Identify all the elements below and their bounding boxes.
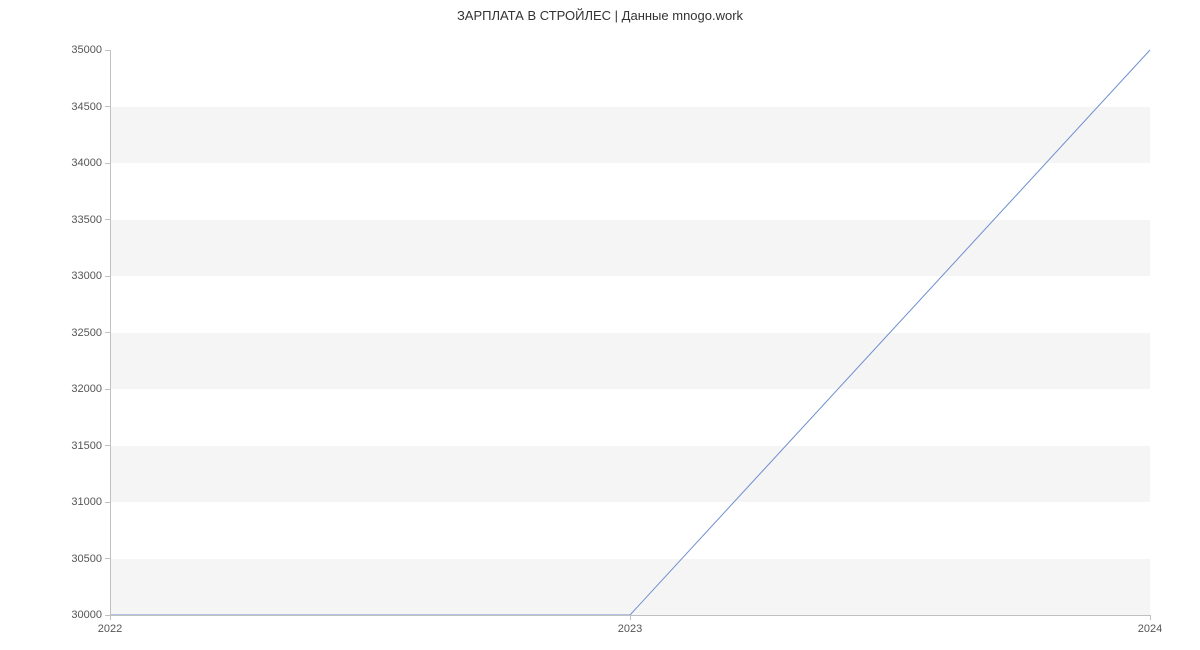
x-tick-label: 2023 — [618, 623, 642, 635]
y-tick-label: 30500 — [71, 553, 102, 565]
y-tick-mark — [105, 389, 110, 390]
y-tick-mark — [105, 106, 110, 107]
y-tick-label: 32500 — [71, 327, 102, 339]
y-tick-label: 31000 — [71, 496, 102, 508]
y-tick-label: 33000 — [71, 270, 102, 282]
y-tick-label: 35000 — [71, 44, 102, 56]
x-tick-mark — [630, 615, 631, 620]
y-tick-label: 34000 — [71, 157, 102, 169]
line-layer — [110, 50, 1150, 615]
y-tick-label: 30000 — [71, 609, 102, 621]
chart-title: ЗАРПЛАТА В СТРОЙЛЕС | Данные mnogo.work — [0, 8, 1200, 23]
x-tick-label: 2024 — [1138, 623, 1162, 635]
y-tick-mark — [105, 163, 110, 164]
series-line-salary — [110, 50, 1150, 615]
plot-area: 3000030500310003150032000325003300033500… — [110, 50, 1150, 615]
x-tick-label: 2022 — [98, 623, 122, 635]
y-tick-mark — [105, 558, 110, 559]
y-tick-mark — [105, 276, 110, 277]
y-tick-label: 32000 — [71, 383, 102, 395]
y-tick-mark — [105, 445, 110, 446]
y-tick-mark — [105, 50, 110, 51]
chart-container: ЗАРПЛАТА В СТРОЙЛЕС | Данные mnogo.work … — [0, 0, 1200, 650]
y-tick-mark — [105, 502, 110, 503]
y-tick-label: 34500 — [71, 101, 102, 113]
y-tick-mark — [105, 219, 110, 220]
y-tick-mark — [105, 332, 110, 333]
x-tick-mark — [1150, 615, 1151, 620]
y-tick-label: 31500 — [71, 440, 102, 452]
y-tick-label: 33500 — [71, 214, 102, 226]
y-axis-line — [110, 50, 111, 615]
x-tick-mark — [110, 615, 111, 620]
